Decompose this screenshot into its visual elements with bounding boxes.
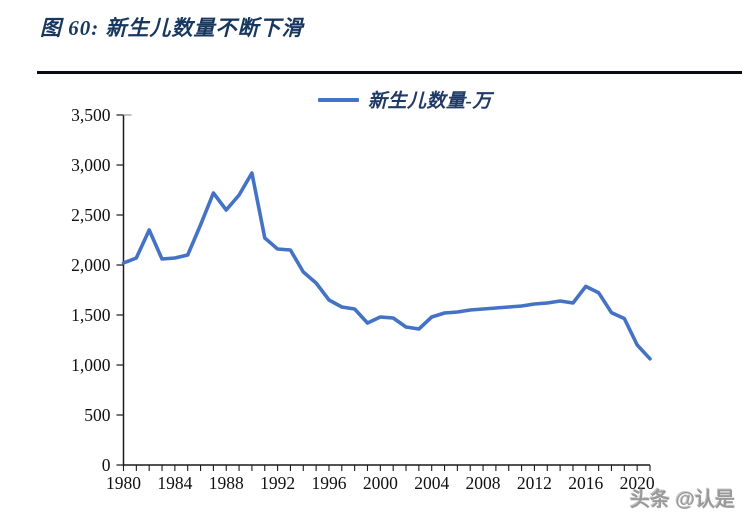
svg-text:1996: 1996 bbox=[311, 473, 346, 493]
watermark: 头条 @认是 bbox=[630, 489, 736, 511]
legend-label: 新生儿数量-万 bbox=[368, 91, 492, 112]
svg-text:1988: 1988 bbox=[209, 473, 244, 493]
svg-text:2012: 2012 bbox=[517, 473, 552, 493]
svg-text:3,000: 3,000 bbox=[71, 155, 111, 175]
svg-text:1,500: 1,500 bbox=[71, 305, 111, 325]
svg-text:1984: 1984 bbox=[157, 473, 192, 493]
figure-title: 图 60: 新生儿数量不断下滑 bbox=[40, 16, 304, 40]
legend-line-icon bbox=[318, 97, 359, 102]
svg-text:2000: 2000 bbox=[363, 473, 398, 493]
svg-text:2016: 2016 bbox=[568, 473, 603, 493]
svg-text:2,000: 2,000 bbox=[71, 255, 111, 275]
svg-text:500: 500 bbox=[84, 405, 111, 425]
svg-text:1980: 1980 bbox=[106, 473, 141, 493]
svg-text:2008: 2008 bbox=[466, 473, 501, 493]
svg-text:1992: 1992 bbox=[260, 473, 295, 493]
svg-text:1,000: 1,000 bbox=[71, 355, 111, 375]
svg-text:2,500: 2,500 bbox=[71, 205, 111, 225]
legend: 新生儿数量-万 bbox=[318, 86, 492, 113]
svg-text:3,500: 3,500 bbox=[71, 105, 111, 125]
svg-text:2004: 2004 bbox=[414, 473, 449, 493]
title-divider bbox=[37, 71, 742, 74]
svg-text:2020: 2020 bbox=[620, 473, 655, 493]
svg-text:0: 0 bbox=[102, 455, 111, 475]
